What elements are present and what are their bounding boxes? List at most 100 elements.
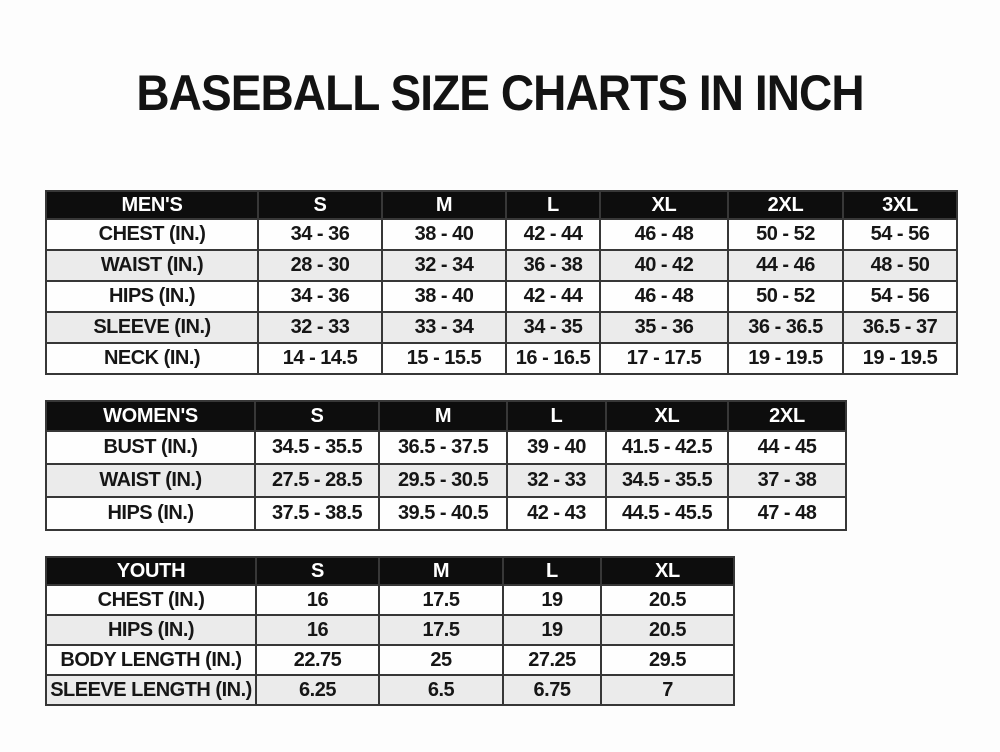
table-row: HIPS (IN.) 37.5 - 38.5 39.5 - 40.5 42 - 43 4… [45, 496, 847, 531]
page-title: BASEBALL SIZE CHARTS IN INCH [136, 65, 864, 121]
column-header-cell: XL [600, 556, 735, 586]
column-header-cell: S [255, 556, 380, 586]
table-row: BUST (IN.) 34.5 - 35.5 36.5 - 37.5 39 - 40 4… [45, 430, 847, 465]
size-value-cell: 36.5 - 37 [842, 311, 958, 344]
size-value-cell: 39.5 - 40.5 [378, 496, 508, 531]
size-value-cell: 14 - 14.5 [257, 342, 383, 375]
size-value-cell: 47 - 48 [727, 496, 847, 531]
table-row: NECK (IN.) 14 - 14.5 15 - 15.5 16 - 16.5 17 … [45, 342, 958, 375]
table-row: WAIST (IN.) 27.5 - 28.5 29.5 - 30.5 32 - 33… [45, 463, 847, 498]
size-value-cell: 25 [378, 644, 504, 676]
column-header-cell: 2XL [727, 400, 847, 432]
row-label-cell: NECK (IN.) [45, 342, 259, 375]
row-label-cell: HIPS (IN.) [45, 280, 259, 313]
row-label-cell: BUST (IN.) [45, 430, 256, 465]
size-value-cell: 6.75 [502, 674, 602, 706]
size-value-cell: 19 - 19.5 [842, 342, 958, 375]
table-header-row: MEN'S S M L XL 2XL 3XL [45, 190, 958, 220]
column-header-cell: S [257, 190, 383, 220]
group-header-cell: YOUTH [45, 556, 257, 586]
size-value-cell: 34 - 36 [257, 218, 383, 251]
column-header-cell: XL [605, 400, 729, 432]
column-header-cell: L [502, 556, 602, 586]
table-header-row: WOMEN'S S M L XL 2XL [45, 400, 847, 432]
row-label-cell: WAIST (IN.) [45, 463, 256, 498]
size-value-cell: 36 - 36.5 [727, 311, 844, 344]
group-header-cell: MEN'S [45, 190, 259, 220]
size-value-cell: 20.5 [600, 584, 735, 616]
size-value-cell: 16 - 16.5 [505, 342, 601, 375]
size-value-cell: 16 [255, 584, 380, 616]
size-value-cell: 42 - 43 [506, 496, 607, 531]
table-row: HIPS (IN.) 16 17.5 19 20.5 [45, 614, 735, 646]
size-value-cell: 37 - 38 [727, 463, 847, 498]
row-label-cell: CHEST (IN.) [45, 218, 259, 251]
row-label-cell: CHEST (IN.) [45, 584, 257, 616]
size-value-cell: 34 - 36 [257, 280, 383, 313]
size-value-cell: 29.5 [600, 644, 735, 676]
size-value-cell: 41.5 - 42.5 [605, 430, 729, 465]
size-value-cell: 19 [502, 614, 602, 646]
table-row: WAIST (IN.) 28 - 30 32 - 34 36 - 38 40 - 42 4… [45, 249, 958, 282]
size-value-cell: 39 - 40 [506, 430, 607, 465]
mens-size-table: MEN'S S M L XL 2XL 3XL CHEST (IN.) 34 - 36 38 - 4… [45, 190, 958, 375]
column-header-cell: M [381, 190, 507, 220]
size-value-cell: 29.5 - 30.5 [378, 463, 508, 498]
column-header-cell: XL [599, 190, 729, 220]
table-header-row: YOUTH S M L XL [45, 556, 735, 586]
size-value-cell: 44.5 - 45.5 [605, 496, 729, 531]
womens-size-table: WOMEN'S S M L XL 2XL BUST (IN.) 34.5 - 35.5 36.5… [45, 400, 847, 531]
size-value-cell: 46 - 48 [599, 218, 729, 251]
column-header-cell: M [378, 400, 508, 432]
row-label-cell: WAIST (IN.) [45, 249, 259, 282]
row-label-cell: HIPS (IN.) [45, 614, 257, 646]
size-value-cell: 34.5 - 35.5 [254, 430, 380, 465]
column-header-cell: 2XL [727, 190, 844, 220]
size-value-cell: 54 - 56 [842, 218, 958, 251]
youth-size-table: YOUTH S M L XL CHEST (IN.) 16 17.5 19 20.5 HIPS (I… [45, 556, 735, 706]
table-row: SLEEVE (IN.) 32 - 33 33 - 34 34 - 35 35 - 36… [45, 311, 958, 344]
size-value-cell: 37.5 - 38.5 [254, 496, 380, 531]
column-header-cell: L [506, 400, 607, 432]
size-value-cell: 27.25 [502, 644, 602, 676]
table-row: CHEST (IN.) 16 17.5 19 20.5 [45, 584, 735, 616]
size-value-cell: 32 - 34 [381, 249, 507, 282]
size-value-cell: 46 - 48 [599, 280, 729, 313]
size-value-cell: 50 - 52 [727, 218, 844, 251]
size-value-cell: 42 - 44 [505, 218, 601, 251]
size-value-cell: 33 - 34 [381, 311, 507, 344]
size-value-cell: 44 - 46 [727, 249, 844, 282]
size-value-cell: 38 - 40 [381, 280, 507, 313]
column-header-cell: M [378, 556, 504, 586]
size-value-cell: 6.25 [255, 674, 380, 706]
size-value-cell: 32 - 33 [506, 463, 607, 498]
column-header-cell: L [505, 190, 601, 220]
size-value-cell: 54 - 56 [842, 280, 958, 313]
size-value-cell: 40 - 42 [599, 249, 729, 282]
size-value-cell: 36.5 - 37.5 [378, 430, 508, 465]
size-value-cell: 16 [255, 614, 380, 646]
row-label-cell: BODY LENGTH (IN.) [45, 644, 257, 676]
size-value-cell: 28 - 30 [257, 249, 383, 282]
size-value-cell: 17.5 [378, 614, 504, 646]
size-value-cell: 20.5 [600, 614, 735, 646]
group-header-cell: WOMEN'S [45, 400, 256, 432]
row-label-cell: SLEEVE LENGTH (IN.) [45, 674, 257, 706]
row-label-cell: HIPS (IN.) [45, 496, 256, 531]
size-value-cell: 42 - 44 [505, 280, 601, 313]
table-row: HIPS (IN.) 34 - 36 38 - 40 42 - 44 46 - 48 50… [45, 280, 958, 313]
size-value-cell: 35 - 36 [599, 311, 729, 344]
size-value-cell: 44 - 45 [727, 430, 847, 465]
size-value-cell: 38 - 40 [381, 218, 507, 251]
size-value-cell: 48 - 50 [842, 249, 958, 282]
column-header-cell: S [254, 400, 380, 432]
size-value-cell: 19 [502, 584, 602, 616]
size-value-cell: 22.75 [255, 644, 380, 676]
size-value-cell: 34 - 35 [505, 311, 601, 344]
size-value-cell: 32 - 33 [257, 311, 383, 344]
size-value-cell: 17.5 [378, 584, 504, 616]
table-row: CHEST (IN.) 34 - 36 38 - 40 42 - 44 46 - 48 5… [45, 218, 958, 251]
table-row: BODY LENGTH (IN.) 22.75 25 27.25 29.5 [45, 644, 735, 676]
size-value-cell: 50 - 52 [727, 280, 844, 313]
